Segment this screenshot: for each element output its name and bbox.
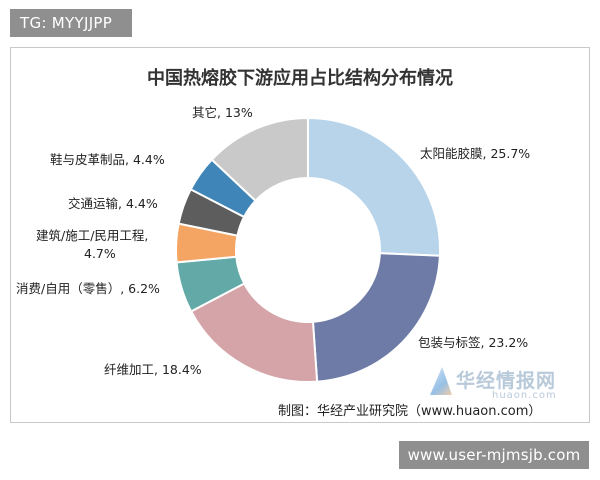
watermark: 华经情报网 huaon.com [430, 366, 580, 401]
watermark-domain: huaon.com [492, 390, 557, 401]
slice-label: 其它, 13% [192, 105, 253, 120]
slice-label: 纤维加工, 18.4% [104, 362, 202, 377]
donut-slice [311, 252, 441, 383]
slice-label: 鞋与皮革制品, 4.4% [50, 152, 165, 167]
donut-slice [307, 116, 441, 257]
url-badge: www.user-mjmsjb.com [399, 441, 589, 469]
slice-label: 消费/自用（零售）, 6.2% [16, 281, 160, 296]
watermark-logo-icon [430, 367, 452, 395]
slice-label: 交通运输, 4.4% [68, 196, 158, 211]
slice-label: 太阳能胶膜, 25.7% [420, 146, 530, 161]
slice-label: 建筑/施工/民用工程, 4.7% [36, 228, 148, 261]
donut-slice [210, 116, 309, 203]
slice-label: 包装与标签, 23.2% [418, 335, 528, 350]
chart-title: 中国热熔胶下游应用占比结构分布情况 [147, 68, 453, 89]
source-note: 制图：华经产业研究院（www.huaon.com） [278, 404, 542, 419]
watermark-brand: 华经情报网 [456, 370, 557, 392]
tg-tag: TG: MYYJJPP [10, 9, 132, 37]
